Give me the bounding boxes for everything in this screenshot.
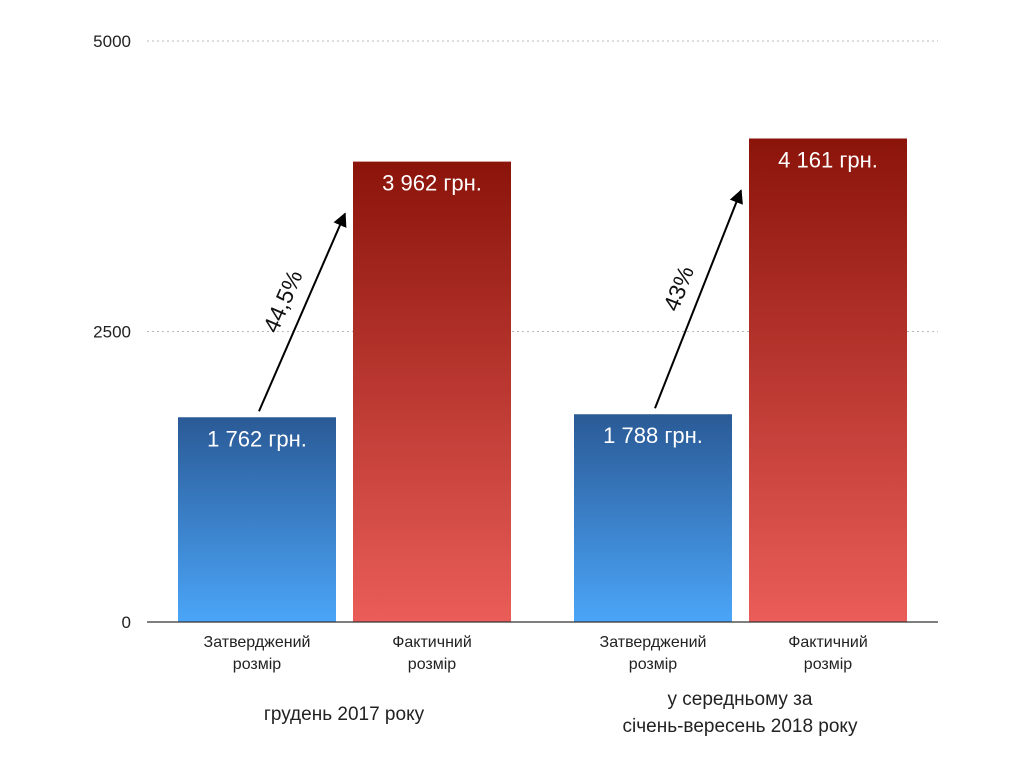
category-label: Фактичний — [392, 634, 472, 651]
category-label: розмір — [408, 656, 457, 673]
growth-percent-label: 44,5% — [258, 266, 308, 336]
bar-value-label: 3 962 грн. — [382, 171, 482, 196]
x-axis-labels: Затверджений розмір Фактичний розмір грудень… — [204, 634, 868, 737]
y-tick-label: 5000 — [93, 32, 131, 51]
group-label: грудень 2017 року — [264, 704, 425, 725]
category-label: Фактичний — [788, 634, 868, 651]
category-label: Затверджений — [600, 634, 707, 651]
category-label: розмір — [233, 656, 282, 673]
bar-value-label: 4 161 грн. — [778, 147, 878, 172]
bar-value-label: 1 788 грн. — [603, 423, 703, 448]
approved-bar — [178, 417, 336, 622]
growth-arrow — [258, 212, 347, 412]
y-tick-label: 0 — [122, 613, 131, 632]
category-label: розмір — [629, 656, 678, 673]
y-tick-label: 2500 — [93, 323, 131, 342]
grid-layer — [147, 40, 938, 332]
bars: 1 762 грн. 3 962 грн. 1 788 грн. 4 161 грн. — [178, 138, 907, 622]
approved-bar — [574, 414, 732, 622]
growth-percent-label: 43% — [658, 262, 699, 314]
group-label: січень-вересень 2018 року — [623, 716, 858, 737]
actual-bar — [353, 161, 511, 622]
bar-value-label: 1 762 грн. — [207, 426, 307, 451]
category-label: Затверджений — [204, 634, 311, 651]
growth-arrow — [654, 189, 743, 409]
category-label: розмір — [804, 656, 853, 673]
group-label: у середньому за — [668, 689, 813, 710]
actual-bar — [749, 138, 907, 622]
y-axis-ticks: 0 2500 5000 — [93, 32, 131, 632]
